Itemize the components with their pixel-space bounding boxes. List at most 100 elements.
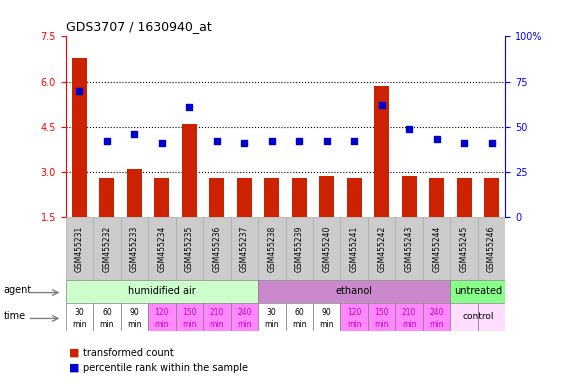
Text: GSM455238: GSM455238 (267, 225, 276, 272)
Text: 150: 150 (182, 308, 196, 317)
Bar (66, 303, 93, 331)
Point (487, 140, 496, 146)
Point (267, 138, 276, 144)
Text: GSM455243: GSM455243 (405, 225, 413, 272)
Text: min: min (210, 320, 224, 329)
Text: 30: 30 (267, 308, 276, 317)
Point (130, 131, 139, 137)
Text: 210: 210 (402, 308, 416, 317)
Bar (203, 217, 231, 280)
Bar (93, 303, 120, 331)
Text: 240: 240 (237, 308, 252, 317)
Bar (340, 217, 368, 280)
Text: GDS3707 / 1630940_at: GDS3707 / 1630940_at (66, 20, 211, 33)
Text: 210: 210 (210, 308, 224, 317)
Point (460, 140, 469, 146)
Bar (182, 124, 197, 217)
Bar (292, 178, 307, 217)
Text: GSM455231: GSM455231 (75, 225, 84, 272)
Bar (286, 303, 313, 331)
Bar (451, 303, 478, 331)
Bar (66, 280, 258, 303)
Text: 90: 90 (322, 308, 332, 317)
Text: 150: 150 (375, 308, 389, 317)
Bar (395, 303, 423, 331)
Text: 240: 240 (429, 308, 444, 317)
Text: min: min (127, 320, 142, 329)
Text: humidified air: humidified air (128, 286, 196, 296)
Bar (484, 178, 499, 217)
Text: min: min (347, 320, 361, 329)
Point (295, 138, 304, 144)
Point (377, 102, 386, 108)
Bar (429, 178, 444, 217)
Text: GSM455246: GSM455246 (487, 225, 496, 272)
Bar (258, 303, 286, 331)
Text: min: min (237, 320, 252, 329)
Text: 60: 60 (295, 308, 304, 317)
Point (322, 138, 331, 144)
Point (185, 104, 194, 110)
Bar (319, 176, 334, 217)
Bar (120, 303, 148, 331)
Bar (258, 217, 286, 280)
Bar (127, 169, 142, 217)
Bar (313, 303, 340, 331)
Bar (66, 217, 93, 280)
Text: untreated: untreated (454, 286, 502, 296)
Bar (148, 303, 176, 331)
Text: min: min (182, 320, 196, 329)
Bar (478, 217, 505, 280)
Bar (99, 178, 114, 217)
Text: GSM455242: GSM455242 (377, 225, 386, 272)
Bar (395, 217, 423, 280)
Bar (451, 280, 505, 303)
Text: GSM455244: GSM455244 (432, 225, 441, 272)
Bar (368, 217, 395, 280)
Text: GSM455235: GSM455235 (185, 225, 194, 272)
Text: agent: agent (3, 285, 31, 295)
Bar (148, 217, 176, 280)
Text: transformed count: transformed count (83, 348, 174, 358)
Text: time: time (3, 311, 25, 321)
Text: min: min (292, 320, 307, 329)
Text: GSM455232: GSM455232 (102, 225, 111, 272)
Bar (347, 178, 362, 217)
Bar (423, 217, 451, 280)
Text: GSM455233: GSM455233 (130, 225, 139, 272)
Bar (176, 217, 203, 280)
Point (157, 140, 166, 146)
Bar (457, 178, 472, 217)
Text: min: min (319, 320, 334, 329)
Text: min: min (264, 320, 279, 329)
Bar (176, 303, 203, 331)
Text: min: min (429, 320, 444, 329)
Text: GSM455234: GSM455234 (158, 225, 166, 272)
Bar (258, 280, 451, 303)
Bar (451, 217, 478, 280)
Text: ■: ■ (69, 348, 79, 358)
Text: ■: ■ (69, 363, 79, 373)
Bar (209, 178, 224, 217)
Bar (120, 217, 148, 280)
Bar (374, 86, 389, 217)
Text: GSM455240: GSM455240 (322, 225, 331, 272)
Text: control: control (462, 313, 493, 321)
Bar (264, 178, 279, 217)
Text: GSM455241: GSM455241 (349, 225, 359, 272)
Text: 90: 90 (130, 308, 139, 317)
Bar (203, 303, 231, 331)
Text: 120: 120 (155, 308, 169, 317)
Bar (401, 176, 417, 217)
Text: min: min (72, 320, 87, 329)
Point (75, 88, 84, 94)
Text: min: min (402, 320, 416, 329)
Text: percentile rank within the sample: percentile rank within the sample (83, 363, 248, 373)
Point (240, 140, 249, 146)
Text: 30: 30 (75, 308, 85, 317)
Text: ethanol: ethanol (336, 286, 373, 296)
Point (432, 136, 441, 142)
Bar (313, 217, 340, 280)
Bar (93, 217, 120, 280)
Point (349, 138, 359, 144)
